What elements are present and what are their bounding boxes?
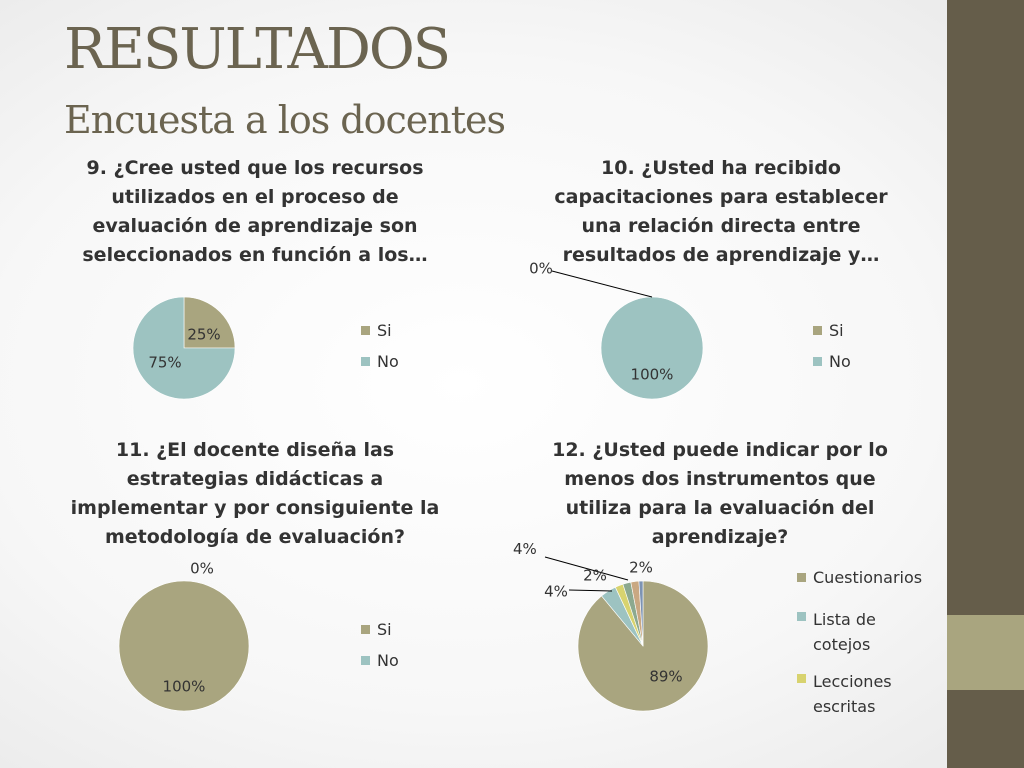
pie-slice-si bbox=[118, 580, 250, 712]
sidebar-accent-band bbox=[947, 615, 1024, 690]
data-label: 75% bbox=[148, 354, 181, 372]
data-label: 2% bbox=[629, 559, 653, 577]
legend-item-si: Si bbox=[361, 321, 399, 340]
data-label: 100% bbox=[631, 366, 674, 384]
legend-label: Si bbox=[377, 620, 392, 639]
chart-1-legend: Si No bbox=[361, 321, 399, 383]
slide-title: RESULTADOS bbox=[64, 17, 451, 82]
chart-4-legend: Cuestionarios Lista de cotejos Lecciones… bbox=[797, 568, 937, 731]
legend-swatch bbox=[813, 357, 822, 366]
data-label: 100% bbox=[163, 678, 206, 696]
legend-swatch bbox=[361, 326, 370, 335]
pie-slice-no bbox=[132, 296, 236, 400]
pie-slice-si bbox=[183, 296, 236, 349]
legend-item-lista-de-cotejos: Lista de cotejos bbox=[797, 607, 937, 657]
legend-item-lecciones-escritas: Lecciones escritas bbox=[797, 669, 937, 719]
legend-item-no: No bbox=[813, 352, 851, 371]
legend-label: Cuestionarios bbox=[813, 568, 923, 587]
leader-line bbox=[551, 270, 653, 298]
slide-subtitle: Encuesta a los docentes bbox=[64, 98, 506, 142]
data-label: 25% bbox=[187, 326, 220, 344]
chart-1-title: 9. ¿Cree usted que los recursos utilizad… bbox=[82, 157, 428, 266]
leader-line bbox=[544, 556, 629, 581]
legend-swatch bbox=[797, 573, 806, 582]
pie-slice-5 bbox=[638, 580, 644, 647]
chart-3-title: 11. ¿El docente diseña las estrategias d… bbox=[70, 439, 440, 548]
legend-swatch bbox=[361, 357, 370, 366]
legend-label: No bbox=[829, 352, 851, 371]
legend-label: No bbox=[377, 352, 399, 371]
legend-item-si: Si bbox=[361, 620, 399, 639]
chart-2-title: 10. ¿Usted ha recibido capacitaciones pa… bbox=[554, 157, 888, 266]
legend-item-si: Si bbox=[813, 321, 851, 340]
legend-swatch bbox=[361, 656, 370, 665]
legend-label: No bbox=[377, 651, 399, 670]
legend-item-no: No bbox=[361, 352, 399, 371]
legend-swatch bbox=[797, 612, 806, 621]
chart-2-legend: Si No bbox=[813, 321, 851, 383]
legend-label: Si bbox=[829, 321, 844, 340]
legend-label: Lista de cotejos bbox=[813, 610, 876, 654]
chart-3-legend: Si No bbox=[361, 620, 399, 682]
chart-4-title: 12. ¿Usted puede indicar por lo menos do… bbox=[552, 439, 888, 548]
legend-swatch bbox=[361, 625, 370, 634]
legend-label: Si bbox=[377, 321, 392, 340]
legend-item-cuestionarios: Cuestionarios bbox=[797, 568, 937, 587]
legend-swatch bbox=[797, 674, 806, 683]
data-label: 89% bbox=[649, 668, 682, 686]
data-label: 0% bbox=[529, 260, 553, 278]
legend-item-no: No bbox=[361, 651, 399, 670]
chart-4-extra-label: 4% bbox=[513, 540, 537, 558]
legend-label: Lecciones escritas bbox=[813, 672, 892, 716]
data-label: 0% bbox=[190, 560, 214, 578]
data-label: 2% bbox=[583, 567, 607, 585]
legend-swatch bbox=[813, 326, 822, 335]
leader-line bbox=[568, 589, 613, 592]
data-label: 4% bbox=[544, 583, 568, 601]
